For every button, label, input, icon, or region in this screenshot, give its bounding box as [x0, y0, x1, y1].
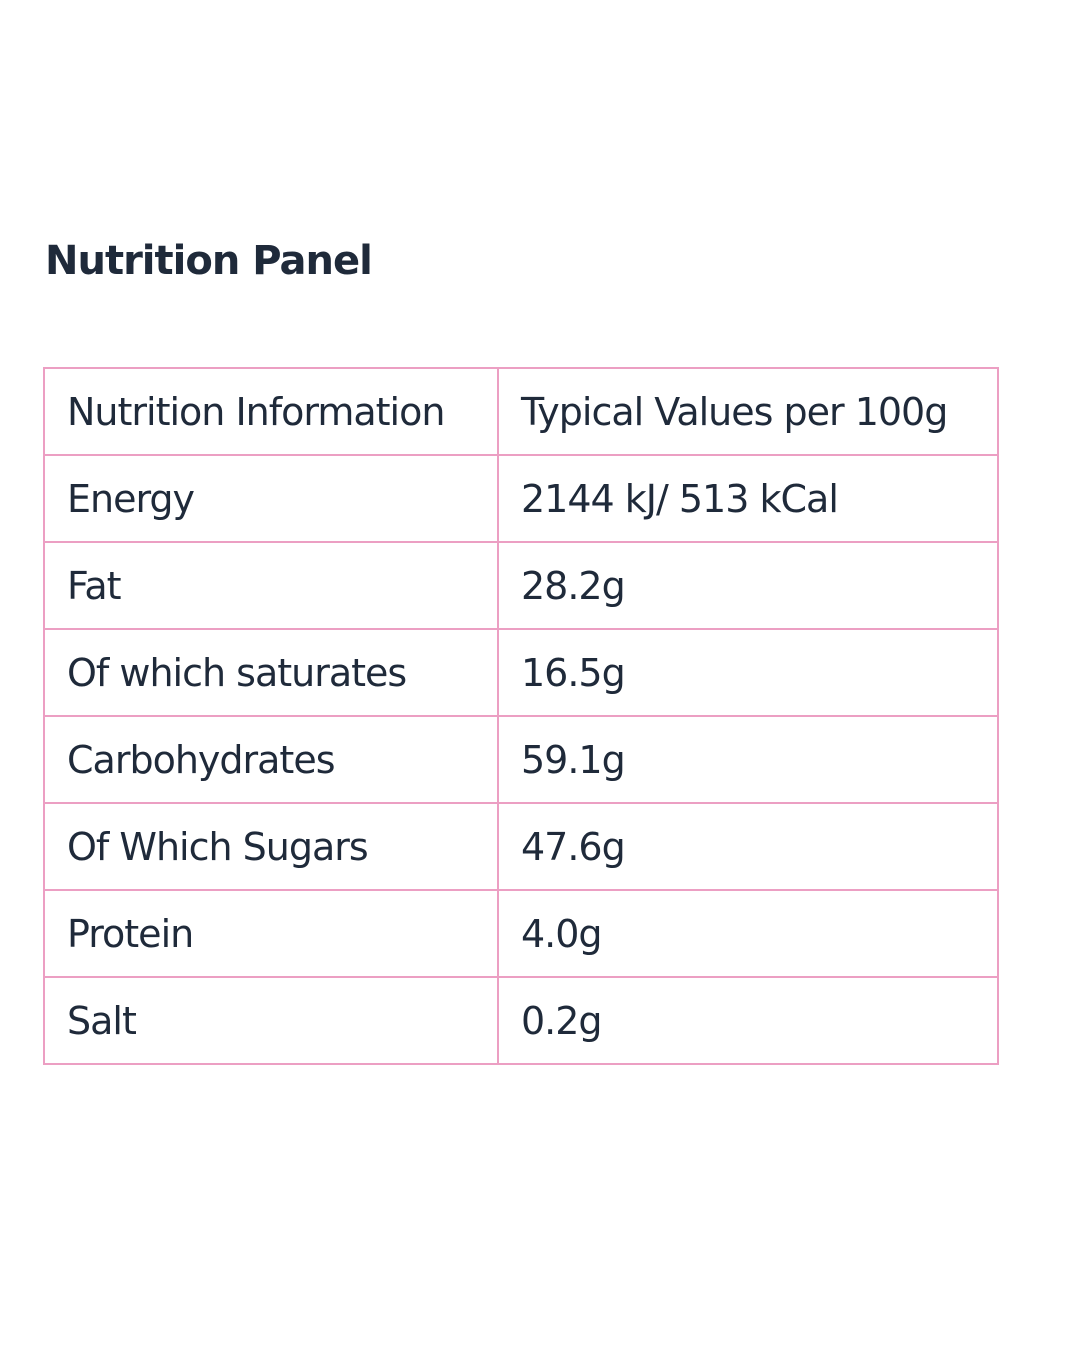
- table-row: Energy 2144 kJ/ 513 kCal: [43, 454, 999, 543]
- value-cell: 4.0g: [497, 889, 999, 978]
- nutrient-cell: Of Which Sugars: [43, 802, 499, 891]
- table-row: Fat 28.2g: [43, 541, 999, 630]
- table-row: Carbohydrates 59.1g: [43, 715, 999, 804]
- nutrient-cell: Carbohydrates: [43, 715, 499, 804]
- nutrient-cell: Energy: [43, 454, 499, 543]
- nutrient-cell: Of which saturates: [43, 628, 499, 717]
- value-cell: 0.2g: [497, 976, 999, 1065]
- value-cell: 59.1g: [497, 715, 999, 804]
- nutrient-cell: Nutrition Information: [43, 367, 499, 456]
- table-row: Salt 0.2g: [43, 976, 999, 1065]
- nutrient-cell: Fat: [43, 541, 499, 630]
- header-row: Nutrition Information Typical Values per …: [43, 367, 999, 456]
- value-cell: Typical Values per 100g: [497, 367, 999, 456]
- value-cell: 47.6g: [497, 802, 999, 891]
- table-row: Of Which Sugars 47.6g: [43, 802, 999, 891]
- value-cell: 16.5g: [497, 628, 999, 717]
- value-cell: 2144 kJ/ 513 kCal: [497, 454, 999, 543]
- nutrient-cell: Protein: [43, 889, 499, 978]
- nutrition-table: Nutrition Information Typical Values per …: [43, 367, 999, 1065]
- table-row: Protein 4.0g: [43, 889, 999, 978]
- value-cell: 28.2g: [497, 541, 999, 630]
- nutrient-cell: Salt: [43, 976, 499, 1065]
- heading: Nutrition Panel: [45, 238, 373, 284]
- table-row: Of which saturates 16.5g: [43, 628, 999, 717]
